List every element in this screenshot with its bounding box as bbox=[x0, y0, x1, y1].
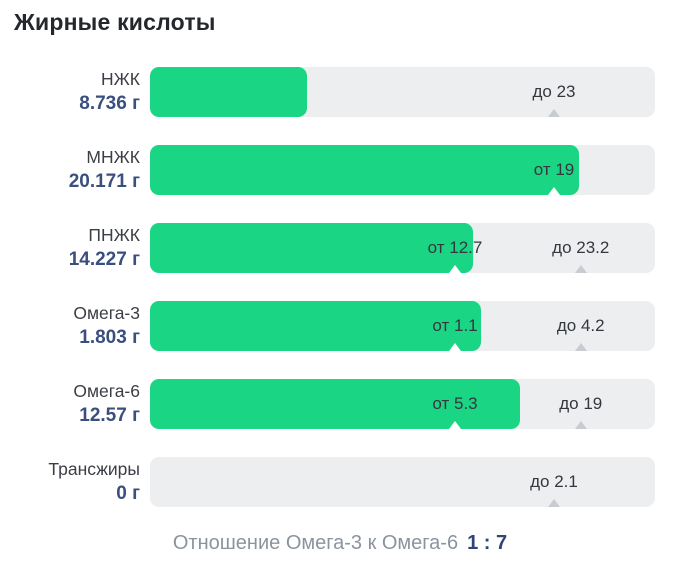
acid-name: Омега-3 bbox=[73, 303, 140, 323]
threshold-marker-icon bbox=[574, 421, 587, 429]
progress-track: от 12.7 до 23.2 bbox=[150, 223, 655, 273]
threshold-marker-icon bbox=[449, 343, 462, 351]
threshold-label: до 23.2 bbox=[552, 238, 610, 257]
row-label-col: Омега-3 1.803 г bbox=[0, 302, 140, 350]
progress-fill bbox=[150, 67, 308, 117]
threshold-marker-icon bbox=[548, 187, 560, 195]
progress-track: от 1.1 до 4.2 bbox=[150, 301, 655, 351]
omega-ratio-label: Отношение Омега-3 к Омега-6 bbox=[172, 532, 459, 554]
row-transfats: Трансжиры 0 г до 2.1 bbox=[0, 443, 680, 521]
progress-fill bbox=[150, 223, 474, 273]
row-mnzhk: МНЖК 20.171 г от 19 bbox=[0, 131, 680, 209]
row-omega6: Омега-6 12.57 г от 5.3 до 19 bbox=[0, 365, 680, 443]
omega-ratio-value: 1 : 7 bbox=[467, 532, 508, 554]
acid-value: 8.736 г bbox=[79, 93, 140, 114]
acid-value: 12.57 г bbox=[79, 405, 140, 426]
threshold-label: от 5.3 bbox=[432, 394, 478, 413]
progress-fill bbox=[150, 145, 580, 195]
progress-track: от 19 bbox=[150, 145, 655, 195]
acid-value: 0 г bbox=[116, 483, 140, 504]
threshold-label: от 12.7 bbox=[427, 238, 483, 257]
page-title: Жирные кислоты bbox=[14, 9, 216, 35]
row-label-col: НЖК 8.736 г bbox=[0, 68, 140, 116]
row-label-col: Трансжиры 0 г bbox=[0, 458, 140, 506]
row-label-col: МНЖК 20.171 г bbox=[0, 146, 140, 194]
row-label-col: ПНЖК 14.227 г bbox=[0, 224, 140, 272]
progress-fill bbox=[150, 301, 481, 351]
row-pnzhk: ПНЖК 14.227 г от 12.7 до 23.2 bbox=[0, 209, 680, 287]
progress-fill bbox=[150, 379, 521, 429]
acid-name: ПНЖК bbox=[88, 225, 140, 245]
row-nzhk: НЖК 8.736 г до 23 bbox=[0, 53, 680, 131]
progress-track: до 2.1 bbox=[150, 457, 655, 507]
acid-name: МНЖК bbox=[86, 147, 140, 167]
threshold-marker-icon bbox=[574, 265, 587, 273]
threshold-label: до 19 bbox=[559, 394, 603, 413]
row-omega3: Омега-3 1.803 г от 1.1 до 4.2 bbox=[0, 287, 680, 365]
progress-track: от 5.3 до 19 bbox=[150, 379, 655, 429]
threshold-marker-icon bbox=[574, 343, 587, 351]
threshold-label: до 2.1 bbox=[530, 472, 578, 491]
acid-value: 20.171 г bbox=[68, 171, 140, 192]
acid-value: 14.227 г bbox=[68, 249, 140, 270]
threshold-label: до 23 bbox=[532, 82, 576, 101]
row-label-col: Омега-6 12.57 г bbox=[0, 380, 140, 428]
threshold-marker-icon bbox=[548, 499, 560, 507]
threshold-label: до 4.2 bbox=[556, 316, 605, 335]
acid-value: 1.803 г bbox=[79, 327, 140, 348]
threshold-marker-icon bbox=[449, 421, 462, 429]
threshold-marker-icon bbox=[449, 265, 462, 273]
acid-name: НЖК bbox=[101, 69, 140, 89]
omega-ratio-footer: Отношение Омега-3 к Омега-6 1 : 7 bbox=[0, 521, 680, 555]
acid-name: Омега-6 bbox=[73, 381, 140, 401]
threshold-label: от 19 bbox=[533, 160, 575, 179]
acid-name: Трансжиры bbox=[48, 459, 140, 479]
progress-track: до 23 bbox=[150, 67, 655, 117]
threshold-marker-icon bbox=[548, 109, 560, 117]
threshold-label: от 1.1 bbox=[432, 316, 478, 335]
